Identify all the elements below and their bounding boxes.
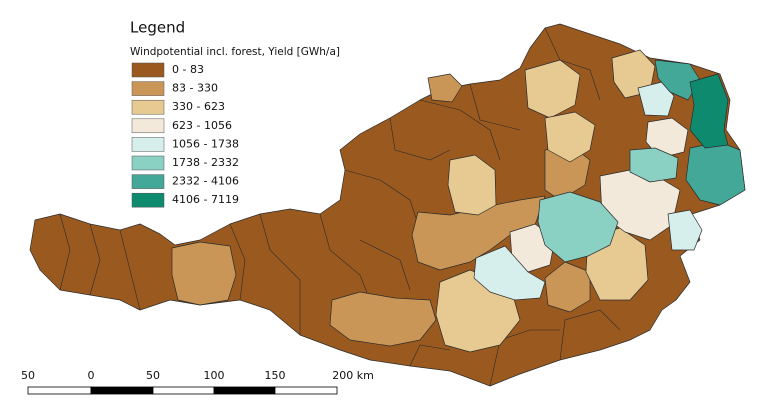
legend-swatch bbox=[131, 174, 165, 189]
district-border bbox=[229, 223, 246, 301]
region bbox=[537, 191, 619, 263]
region bbox=[447, 154, 497, 216]
legend-label: 1056 - 1738 bbox=[172, 137, 239, 150]
scale-label: 100 bbox=[204, 369, 225, 382]
legend-label: 623 - 1056 bbox=[172, 119, 232, 132]
legend-swatch bbox=[131, 81, 165, 96]
district-border bbox=[359, 239, 411, 291]
district-border bbox=[259, 213, 301, 335]
legend-swatch bbox=[131, 99, 165, 115]
region bbox=[473, 245, 546, 301]
scale-segment bbox=[213, 386, 276, 395]
region bbox=[629, 147, 679, 183]
region bbox=[667, 209, 703, 251]
district-border bbox=[544, 27, 601, 101]
scale-label: 50 bbox=[21, 369, 35, 382]
district-border bbox=[409, 344, 451, 367]
district-border bbox=[389, 117, 451, 161]
scale-label: 50 bbox=[146, 369, 160, 382]
legend-label: 2332 - 4106 bbox=[172, 175, 239, 188]
district-border bbox=[559, 309, 621, 361]
district-border bbox=[89, 223, 101, 296]
scale-segment bbox=[90, 386, 154, 395]
legend-swatch bbox=[131, 137, 165, 152]
legend-swatch bbox=[131, 155, 165, 171]
legend: Legend Windpotential incl. forest, Yield… bbox=[130, 19, 340, 208]
district-border bbox=[119, 229, 141, 311]
region bbox=[637, 81, 675, 117]
district-border bbox=[469, 83, 521, 131]
district-border bbox=[419, 99, 501, 161]
legend-subtitle: Windpotential incl. forest, Yield [GWh/a… bbox=[130, 46, 340, 58]
district-border bbox=[319, 213, 371, 301]
scale-label: 150 bbox=[265, 369, 286, 382]
map-regions bbox=[29, 23, 746, 387]
district-border bbox=[59, 213, 71, 291]
district-border bbox=[489, 329, 560, 387]
region bbox=[427, 73, 463, 103]
region bbox=[645, 117, 689, 159]
scale-label: 200 km bbox=[332, 369, 374, 382]
district-border bbox=[344, 169, 421, 231]
scale-segment bbox=[27, 386, 92, 395]
legend-label: 330 - 623 bbox=[172, 100, 225, 113]
region bbox=[171, 241, 237, 306]
legend-title: Legend bbox=[130, 19, 185, 37]
scale-label: 0 bbox=[88, 369, 95, 382]
region bbox=[544, 111, 596, 163]
region bbox=[329, 291, 437, 347]
scale-segment bbox=[274, 386, 338, 395]
legend-label: 83 - 330 bbox=[172, 82, 218, 95]
legend-swatch bbox=[131, 118, 165, 134]
legend-swatch bbox=[131, 62, 165, 78]
region bbox=[689, 73, 729, 149]
scale-segment bbox=[152, 386, 215, 395]
region bbox=[654, 59, 701, 101]
region bbox=[524, 59, 581, 119]
legend-swatch bbox=[131, 192, 165, 208]
scale-bar: 50 0 50 100 150 200 km bbox=[21, 369, 374, 395]
legend-label: 0 - 83 bbox=[172, 63, 204, 76]
legend-label: 4106 - 7119 bbox=[172, 193, 239, 206]
legend-label: 1738 - 2332 bbox=[172, 156, 239, 169]
